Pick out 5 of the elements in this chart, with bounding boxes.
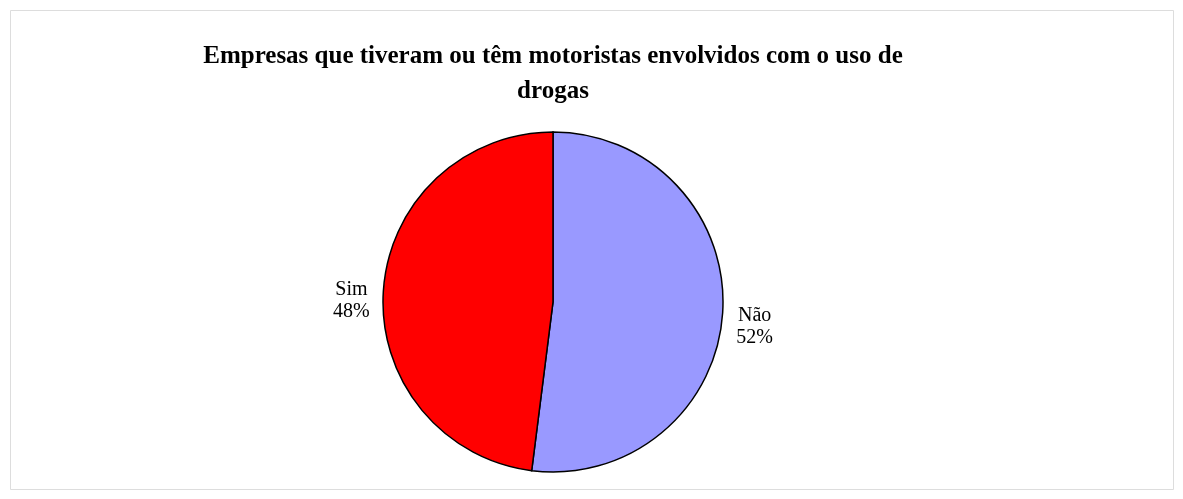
data-label: 52% xyxy=(736,324,773,347)
chart-title: Empresas que tiveram ou têm motoristas envolvidos com o uso de drogas xyxy=(203,41,903,103)
data-label: 48% xyxy=(333,299,370,322)
slice-label: Não xyxy=(737,302,772,325)
slice-label: Sim xyxy=(335,277,368,300)
